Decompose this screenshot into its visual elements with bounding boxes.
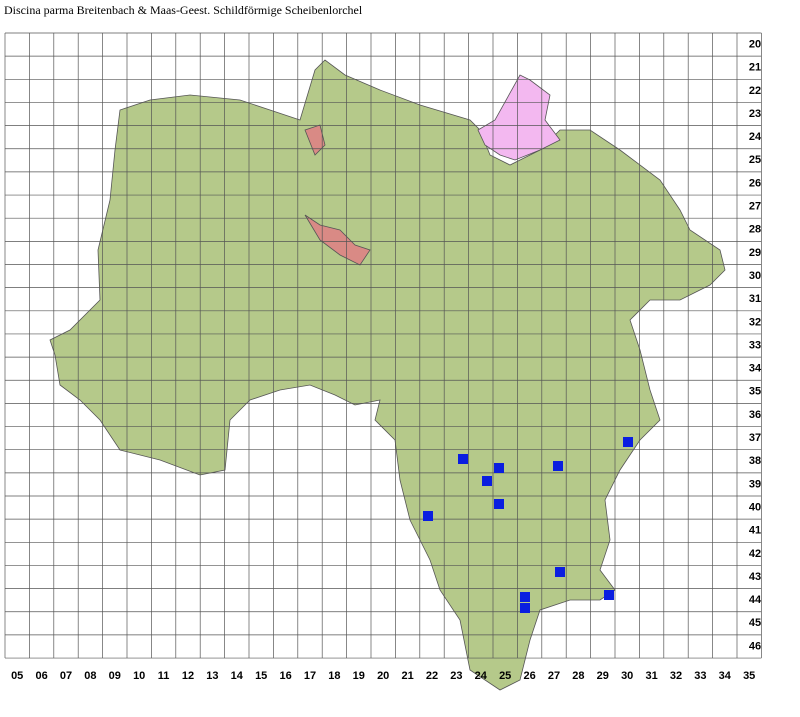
row-label: 31 — [749, 293, 761, 305]
occurrence — [604, 590, 614, 600]
grid-labels: 05 06 07 08 09 10 11 12 13 14 15 16 17 18 19 20 21 22 23 24… — [11, 38, 762, 681]
column-label: 12 — [182, 670, 194, 682]
column-label: 33 — [694, 670, 706, 682]
row-label: 34 — [749, 363, 762, 375]
occurrence — [623, 437, 633, 447]
column-label: 14 — [231, 670, 244, 682]
column-label: 23 — [450, 670, 462, 682]
column-label: 05 — [11, 670, 23, 682]
column-label: 32 — [670, 670, 682, 682]
column-label: 31 — [645, 670, 657, 682]
column-label: 17 — [304, 670, 316, 682]
occurrence — [494, 463, 504, 473]
column-label: 08 — [84, 670, 96, 682]
row-label: 33 — [749, 339, 761, 351]
row-label: 45 — [749, 617, 761, 629]
row-label: 40 — [749, 501, 761, 513]
column-label: 27 — [548, 670, 560, 682]
column-label: 10 — [133, 670, 145, 682]
hamburg — [477, 74, 561, 161]
column-label: 20 — [377, 670, 389, 682]
column-label: 35 — [743, 670, 755, 682]
row-label: 20 — [749, 38, 761, 50]
occurrence — [482, 476, 492, 486]
row-label: 44 — [749, 594, 762, 606]
column-label: 13 — [206, 670, 218, 682]
row-label: 39 — [749, 478, 761, 490]
column-label: 06 — [35, 670, 47, 682]
occurrence — [555, 567, 565, 577]
column-label: 15 — [255, 670, 267, 682]
row-label: 26 — [749, 177, 761, 189]
column-label: 28 — [572, 670, 584, 682]
column-label: 22 — [426, 670, 438, 682]
row-label: 32 — [749, 316, 761, 328]
column-label: 16 — [279, 670, 291, 682]
row-label: 27 — [749, 201, 761, 213]
row-label: 36 — [749, 409, 761, 421]
row-label: 25 — [749, 154, 761, 166]
column-label: 25 — [499, 670, 511, 682]
column-label: 21 — [401, 670, 413, 682]
column-label: 09 — [109, 670, 121, 682]
row-label: 46 — [749, 640, 761, 652]
row-label: 22 — [749, 85, 761, 97]
row-label: 42 — [749, 548, 761, 560]
occurrence — [458, 454, 468, 464]
grid — [4, 32, 762, 659]
bremen — [304, 214, 371, 266]
column-label: 07 — [60, 670, 72, 682]
row-label: 23 — [749, 108, 761, 120]
row-label: 35 — [749, 386, 761, 398]
row-label: 21 — [749, 62, 761, 74]
row-label: 43 — [749, 571, 761, 583]
occurrence — [520, 603, 530, 613]
row-label: 37 — [749, 432, 761, 444]
occurrence — [423, 511, 433, 521]
occurrence — [520, 592, 530, 602]
row-label: 29 — [749, 247, 761, 259]
row-label: 38 — [749, 455, 761, 467]
occurrence — [553, 461, 563, 471]
row-label: 24 — [749, 131, 762, 143]
occurrences — [423, 437, 633, 613]
column-label: 24 — [475, 670, 488, 682]
occurrence — [494, 499, 504, 509]
regions — [49, 59, 726, 691]
map-title: Discina parma Breitenbach & Maas-Geest. … — [4, 3, 363, 17]
row-label: 41 — [749, 525, 761, 537]
column-label: 29 — [597, 670, 609, 682]
bremerhaven — [304, 124, 326, 156]
row-label: 30 — [749, 270, 761, 282]
column-label: 34 — [719, 670, 732, 682]
column-label: 18 — [328, 670, 340, 682]
column-label: 19 — [353, 670, 365, 682]
row-label: 28 — [749, 224, 761, 236]
column-label: 26 — [523, 670, 535, 682]
column-label: 30 — [621, 670, 633, 682]
lower-saxony — [49, 59, 726, 691]
column-label: 11 — [158, 670, 170, 682]
